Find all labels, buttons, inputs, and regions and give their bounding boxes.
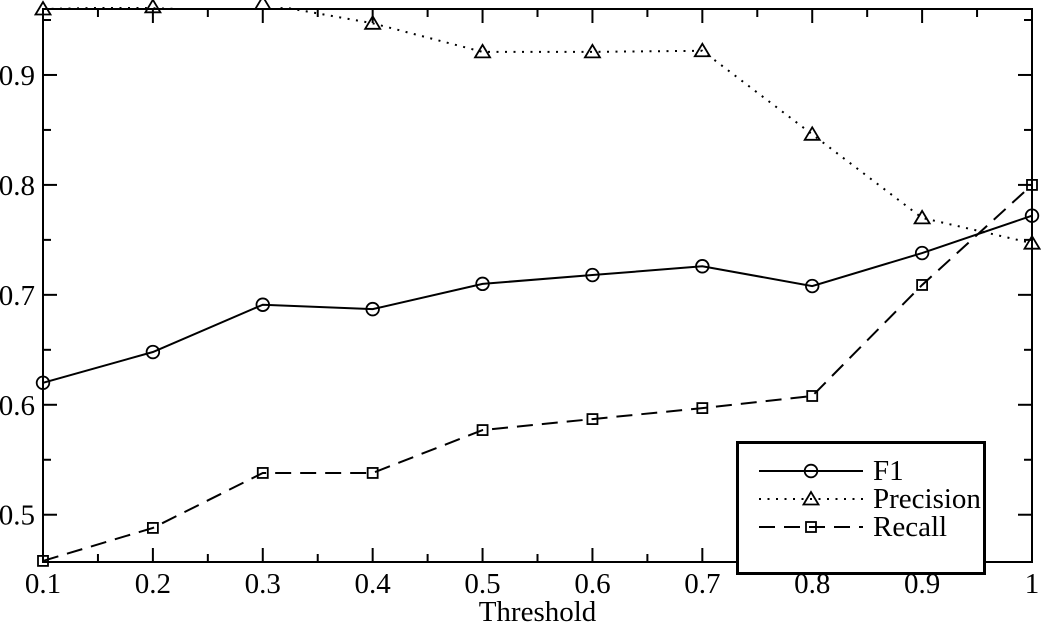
y-tick-label: 0.6 xyxy=(0,390,35,422)
f1-marker xyxy=(35,375,51,390)
legend-label-precision: Precision xyxy=(873,483,981,515)
recall-marker xyxy=(146,522,159,534)
x-tick-label: 0.5 xyxy=(464,568,500,600)
recall-marker xyxy=(476,424,489,436)
y-tick-label: 0.8 xyxy=(0,170,35,202)
y-tick-label: 0.9 xyxy=(0,60,35,92)
f1-line-sample xyxy=(759,463,863,479)
precision-marker xyxy=(253,0,272,10)
recall-marker xyxy=(586,413,599,425)
f1-marker xyxy=(145,344,161,360)
f1-marker xyxy=(585,267,600,283)
precision-marker xyxy=(33,0,53,16)
recall-line-sample xyxy=(759,521,863,533)
y-tick-label: 0.5 xyxy=(0,500,35,532)
legend-item-precision: Precision xyxy=(739,483,983,515)
legend-box: F1 Precision Recall xyxy=(736,441,986,575)
f1-marker xyxy=(1024,208,1040,223)
x-tick-label: 0.3 xyxy=(245,568,281,600)
y-tick-label: 0.7 xyxy=(0,280,35,312)
f1-marker xyxy=(255,297,270,312)
precision-line-sample xyxy=(759,490,863,506)
x-tick-label: 0.6 xyxy=(574,568,610,600)
f1-line xyxy=(42,214,1033,384)
recall-marker xyxy=(696,402,709,414)
f1-marker xyxy=(914,245,930,261)
legend-label-f1: F1 xyxy=(873,455,904,487)
legend-sample-marker xyxy=(801,490,821,506)
recall-line xyxy=(42,184,1033,562)
legend-sample-marker xyxy=(805,521,817,533)
precision-marker xyxy=(143,0,162,14)
precision-marker xyxy=(583,43,602,59)
plot-frame xyxy=(42,8,1033,563)
f1-marker xyxy=(475,276,490,292)
x-tick-label: 0.4 xyxy=(355,568,392,600)
f1-marker xyxy=(695,259,710,274)
precision-line xyxy=(42,7,1033,245)
precision-marker xyxy=(693,42,712,58)
f1-marker xyxy=(805,278,820,294)
recall-marker xyxy=(1026,179,1038,191)
x-tick-label: 1 xyxy=(1025,568,1040,600)
recall-marker xyxy=(366,467,379,479)
legend-item-f1: F1 xyxy=(739,455,983,487)
legend-label-recall: Recall xyxy=(873,511,948,543)
x-tick-label: 0.1 xyxy=(25,568,61,600)
x-tick-label: 0.7 xyxy=(684,568,720,600)
precision-marker xyxy=(473,43,492,59)
precision-marker xyxy=(363,14,382,30)
recall-marker xyxy=(916,279,929,291)
legend-item-recall: Recall xyxy=(739,511,983,543)
x-tick-label: 0.2 xyxy=(135,568,171,600)
precision-marker xyxy=(803,125,822,141)
legend-sample-marker xyxy=(803,463,819,479)
precision-marker xyxy=(1022,234,1041,250)
x-axis-label: Threshold xyxy=(479,596,597,625)
f1-marker xyxy=(365,301,380,317)
recall-marker xyxy=(37,555,49,567)
precision-marker xyxy=(913,209,932,225)
recall-marker xyxy=(256,467,269,479)
recall-marker xyxy=(806,390,819,402)
